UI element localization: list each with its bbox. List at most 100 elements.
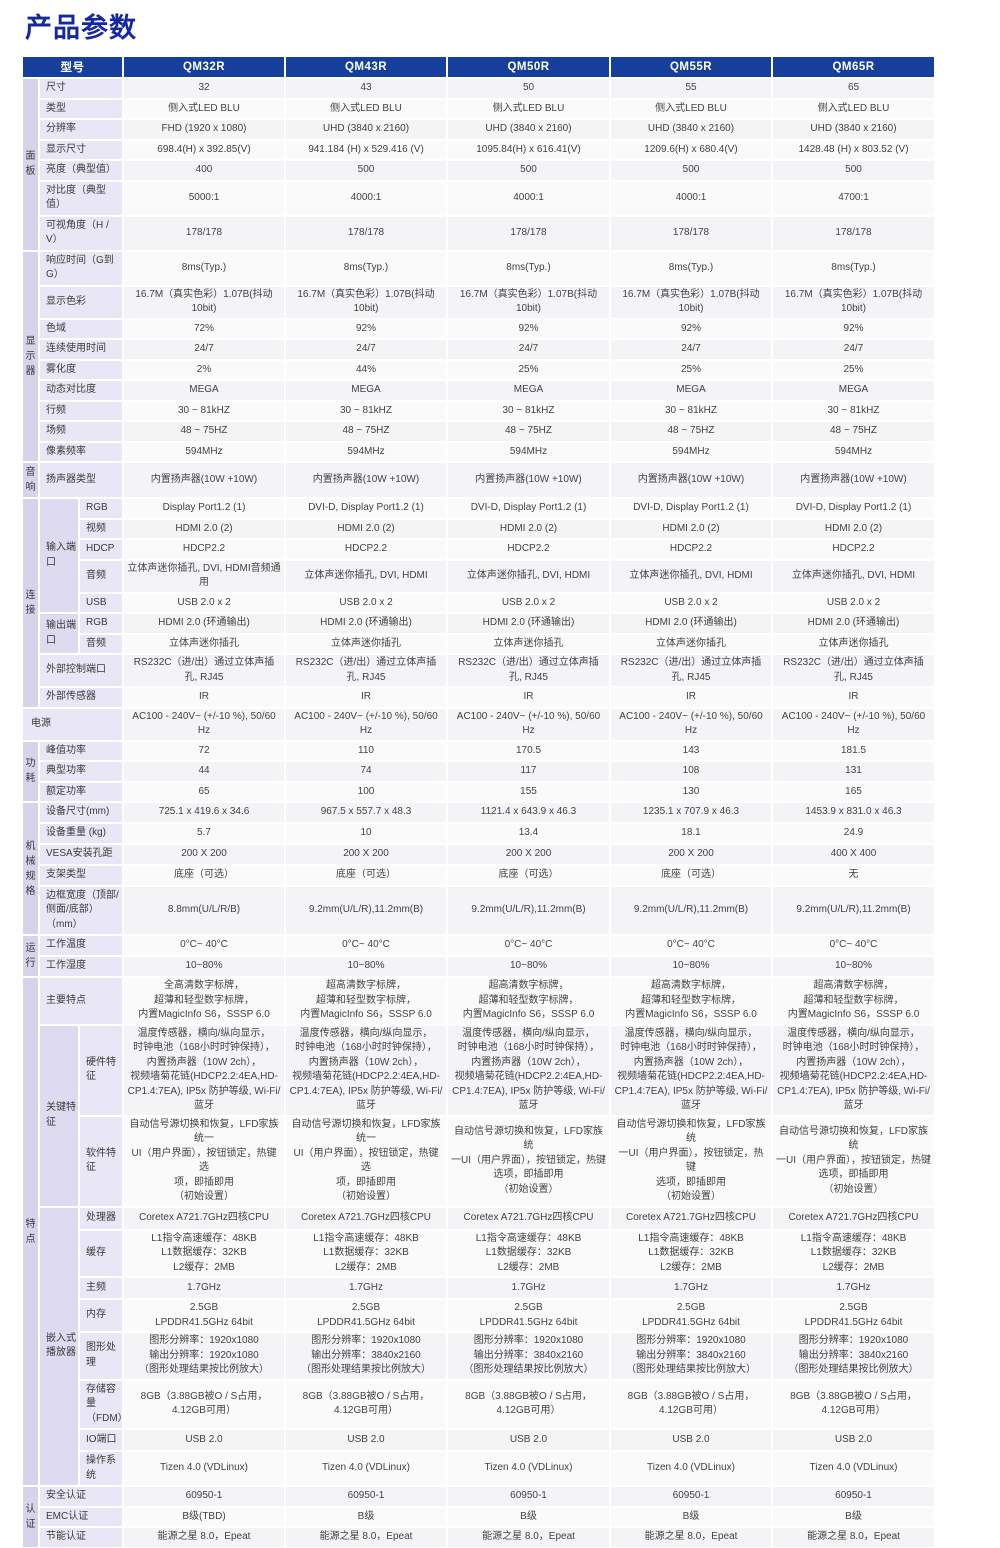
spec-value: 1.7GHz bbox=[772, 1277, 935, 1299]
spec-value: MEGA bbox=[285, 380, 447, 401]
spec-value: 594MHz bbox=[772, 441, 935, 462]
spec-value: RS232C（进/出）通过立体声插 孔, RJ45 bbox=[447, 654, 610, 687]
spec-value: 100 bbox=[285, 781, 447, 802]
spec-value: IR bbox=[285, 687, 447, 708]
spec-value: HDCP2.2 bbox=[447, 539, 610, 560]
spec-value: 超高清数字标牌， 超薄和轻型数字标牌， 内置MagicInfo S6，SSSP … bbox=[447, 977, 610, 1025]
spec-value: Coretex A721.7GHz四核CPU bbox=[772, 1206, 935, 1230]
spec-value: 4700:1 bbox=[772, 180, 935, 216]
spec-value: 10 bbox=[285, 823, 447, 844]
spec-value: UHD (3840 x 2160) bbox=[772, 119, 935, 140]
spec-value: USB 2.0 bbox=[447, 1429, 610, 1451]
spec-value: 8ms(Typ.) bbox=[285, 250, 447, 286]
spec-value: 10~80% bbox=[285, 956, 447, 977]
spec-value: 10~80% bbox=[123, 956, 285, 977]
spec-value: 图形分辨率：1920x1080 输出分辨率：1920x1080 （图形处理结果按… bbox=[123, 1332, 285, 1380]
spec-row: 外部控制端口 RS232C（进/出）通过立体声插 孔, RJ45 RS232C（进/… bbox=[22, 654, 935, 687]
spec-value: HDCP2.2 bbox=[123, 539, 285, 560]
row-label: 额定功率 bbox=[39, 781, 123, 802]
row-label: RGB bbox=[79, 498, 123, 519]
spec-value: USB 2.0 bbox=[285, 1429, 447, 1451]
spec-value: IR bbox=[610, 687, 772, 708]
spec-value: HDMI 2.0 (2) bbox=[285, 518, 447, 539]
spec-value: IR bbox=[447, 687, 610, 708]
spec-value: 30 ~ 81kHZ bbox=[447, 400, 610, 421]
spec-row: 外部传感器 IR IR IR IR IR bbox=[22, 687, 935, 708]
spec-value: 立体声迷你插孔 bbox=[123, 633, 285, 654]
spec-row: 连接 输入端口 RGB Display Port1.2 (1) DVI-D, Displ… bbox=[22, 498, 935, 708]
spec-row: EMC认证 B级(TBD) B级 B级 B级 B级 bbox=[22, 1506, 935, 1527]
spec-value: 9.2mm(U/L/R),11.2mm(B) bbox=[285, 885, 447, 935]
group-cell: 显示器 bbox=[22, 250, 39, 462]
spec-value: 立体声迷你插孔 bbox=[610, 633, 772, 654]
row-label: 尺寸 bbox=[39, 78, 123, 99]
spec-value: 178/178 bbox=[123, 215, 285, 251]
spec-value: L1指令高速缓存：48KB L1数据缓存：32KB L2缓存：2MB bbox=[447, 1229, 610, 1277]
row-label: 处理器 bbox=[79, 1206, 123, 1230]
row-label: 软件特征 bbox=[79, 1115, 123, 1207]
model-header: QM50R bbox=[447, 56, 610, 78]
spec-row: 主频 1.7GHz 1.7GHz 1.7GHz 1.7GHz 1.7GHz bbox=[22, 1277, 935, 1299]
row-label: 行频 bbox=[39, 400, 123, 421]
spec-value: 43 bbox=[285, 78, 447, 99]
row-label: 硬件特征 bbox=[79, 1024, 123, 1116]
spec-row: 输出端口 RGB HDMI 2.0 (环通输出) HDMI 2.0 (环通输出) HDM… bbox=[22, 613, 935, 654]
spec-value: 48 ~ 75HZ bbox=[123, 421, 285, 442]
spec-value: HDMI 2.0 (2) bbox=[772, 518, 935, 539]
spec-row: 设备重量 (kg) 5.7 10 13.4 18.1 24.9 bbox=[22, 823, 935, 844]
spec-value: 4000:1 bbox=[285, 180, 447, 216]
spec-value: 8GB（3.88GB被O / S占用， 4.12GB可用） bbox=[447, 1379, 610, 1429]
spec-value: 16.7M（真实色彩）1.07B(抖动 10bit) bbox=[447, 285, 610, 319]
spec-value: 图形分辨率：1920x1080 输出分辨率：3840x2160 （图形处理结果按… bbox=[772, 1332, 935, 1380]
spec-value: IR bbox=[123, 687, 285, 708]
spec-value: 110 bbox=[285, 740, 447, 761]
group-cell: 功耗 bbox=[22, 740, 39, 802]
row-label: 场频 bbox=[39, 421, 123, 442]
spec-row: 亮度（典型值） 400 500 500 500 500 bbox=[22, 160, 935, 181]
spec-value: L1指令高速缓存：48KB L1数据缓存：32KB L2缓存：2MB bbox=[772, 1229, 935, 1277]
spec-row: 工作湿度 10~80% 10~80% 10~80% 10~80% 10~80% bbox=[22, 956, 935, 977]
row-label: 外部传感器 bbox=[39, 687, 123, 708]
spec-value: RS232C（进/出）通过立体声插 孔, RJ45 bbox=[610, 654, 772, 687]
spec-value: 5000:1 bbox=[123, 180, 285, 216]
spec-value: 温度传感器，横向/纵向显示， 时钟电池（168小时时钟保持）， 内置扬声器（10… bbox=[447, 1024, 610, 1116]
spec-value: 108 bbox=[610, 761, 772, 782]
spec-value: B级 bbox=[447, 1506, 610, 1527]
spec-value: Coretex A721.7GHz四核CPU bbox=[285, 1206, 447, 1230]
row-label: 扬声器类型 bbox=[39, 462, 123, 498]
spec-value: USB 2.0 bbox=[772, 1429, 935, 1451]
spec-value: 92% bbox=[447, 318, 610, 339]
spec-value: 温度传感器，横向/纵向显示， 时钟电池（168小时时钟保持）， 内置扬声器（10… bbox=[285, 1024, 447, 1116]
spec-value: 侧入式LED BLU bbox=[123, 98, 285, 119]
spec-value: 底座（可选） bbox=[285, 864, 447, 886]
spec-value: 超高清数字标牌， 超薄和轻型数字标牌， 内置MagicInfo S6，SSSP … bbox=[772, 977, 935, 1025]
spec-value: 72 bbox=[123, 740, 285, 761]
spec-value: 72% bbox=[123, 318, 285, 339]
spec-value: 92% bbox=[610, 318, 772, 339]
row-label: 缓存 bbox=[79, 1229, 123, 1277]
row-label: USB bbox=[79, 592, 123, 613]
row-label: 类型 bbox=[39, 98, 123, 119]
spec-row: 存储容量（FDM）8GB（3.88GB被O / S占用， 4.12GB可用）8G… bbox=[22, 1379, 935, 1429]
spec-value: 侧入式LED BLU bbox=[610, 98, 772, 119]
spec-value: AC100 - 240V~ (+/-10 %), 50/60 Hz bbox=[610, 707, 772, 741]
row-label: 工作湿度 bbox=[39, 956, 123, 977]
spec-value: 内置扬声器(10W +10W) bbox=[285, 462, 447, 498]
spec-value: 0°C~ 40°C bbox=[447, 935, 610, 956]
spec-value: DVI-D, Display Port1.2 (1) bbox=[772, 498, 935, 519]
row-label: VESA安装孔距 bbox=[39, 844, 123, 865]
spec-value: 温度传感器，横向/纵向显示， 时钟电池（168小时时钟保持）， 内置扬声器（10… bbox=[772, 1024, 935, 1116]
spec-value: 1453.9 x 831.0 x 46.3 bbox=[772, 802, 935, 823]
sub-group-cell: 输出端口 bbox=[39, 613, 79, 654]
row-label: 安全认证 bbox=[39, 1486, 123, 1507]
row-label: 音频 bbox=[79, 633, 123, 654]
spec-value: DVI-D, Display Port1.2 (1) bbox=[610, 498, 772, 519]
group-cell: 运行 bbox=[22, 935, 39, 977]
spec-value: 0°C~ 40°C bbox=[285, 935, 447, 956]
sub-group-cell: 嵌入式播放器 bbox=[39, 1206, 79, 1486]
spec-value: 9.2mm(U/L/R),11.2mm(B) bbox=[772, 885, 935, 935]
group-cell: 连接 bbox=[22, 498, 39, 708]
spec-row: 面板 尺寸 32 43 50 55 65 bbox=[22, 78, 935, 251]
spec-value: L1指令高速缓存：48KB L1数据缓存：32KB L2缓存：2MB bbox=[285, 1229, 447, 1277]
spec-row: 典型功率 44 74 117 108 131 bbox=[22, 761, 935, 782]
